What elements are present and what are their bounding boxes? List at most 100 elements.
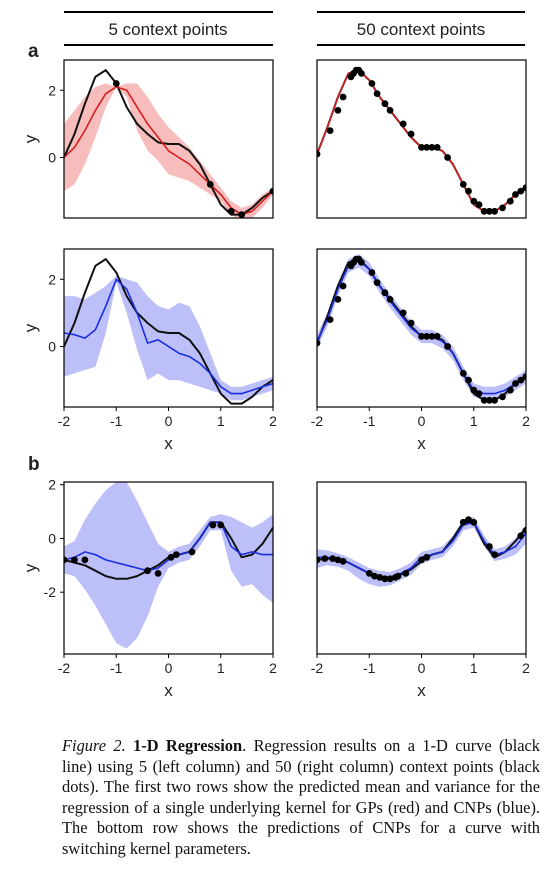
panel-r3c2: -2 -1 0 1 2 x — [311, 481, 530, 700]
context-point — [423, 333, 431, 340]
context-point — [444, 154, 451, 161]
x-tick-label: -2 — [58, 413, 71, 429]
context-point — [428, 333, 436, 340]
context-point — [470, 386, 478, 394]
context-point — [112, 80, 120, 87]
context-point — [64, 556, 68, 564]
panel-plot-area — [317, 516, 526, 587]
context-point — [334, 296, 342, 303]
x-tick-label: -1 — [363, 660, 376, 676]
panel-plot-area — [64, 482, 273, 649]
context-point — [381, 100, 389, 108]
x-axis-label: x — [417, 434, 426, 453]
context-point — [358, 259, 365, 266]
context-point — [517, 532, 525, 540]
context-point — [433, 144, 441, 151]
x-tick-label: 1 — [470, 413, 478, 429]
panel-frame — [316, 59, 527, 219]
context-point — [339, 557, 347, 565]
context-point — [144, 567, 152, 575]
context-point — [512, 380, 519, 387]
target-curve — [317, 69, 526, 213]
uncertainty-band — [64, 482, 273, 649]
y-tick-label: 2 — [48, 82, 56, 98]
panel-plot-area — [64, 258, 273, 405]
context-point — [459, 518, 467, 526]
y-tick-label: 0 — [48, 338, 56, 354]
context-point — [167, 553, 175, 561]
y-axis-label: y — [21, 134, 40, 143]
context-point — [499, 393, 506, 401]
section-label-a: a — [28, 41, 39, 62]
context-point — [418, 556, 425, 564]
context-point — [317, 556, 321, 564]
x-axis-label: x — [164, 434, 173, 453]
panel-plot-area — [317, 254, 526, 404]
context-point — [491, 207, 498, 215]
context-point — [522, 373, 526, 381]
context-point — [465, 516, 472, 523]
context-point — [470, 197, 478, 205]
context-point — [499, 204, 506, 212]
panel-frame — [316, 248, 527, 408]
context-point — [491, 551, 498, 558]
context-point — [334, 107, 342, 114]
context-point — [386, 575, 394, 583]
context-point — [326, 316, 334, 323]
context-point — [154, 570, 162, 577]
predicted-mean-line — [317, 69, 526, 213]
uncertainty-band — [317, 516, 526, 587]
x-tick-label: 0 — [165, 660, 173, 676]
context-point — [399, 120, 407, 128]
context-point — [428, 144, 436, 151]
context-point — [486, 396, 493, 404]
panel-r1c1: 0 2 y — [21, 59, 274, 219]
context-point — [418, 144, 425, 151]
y-tick-label: -2 — [44, 584, 57, 600]
context-point — [522, 527, 526, 534]
column-header-5-context: 5 context points — [108, 20, 227, 39]
context-point — [381, 575, 389, 583]
x-tick-label: 2 — [269, 660, 277, 676]
context-point — [517, 187, 525, 195]
context-point — [358, 70, 365, 77]
context-point — [373, 90, 381, 97]
x-tick-label: -2 — [58, 660, 71, 676]
context-point — [188, 548, 196, 556]
y-axis-label: y — [21, 563, 40, 572]
x-tick-label: 2 — [522, 413, 530, 429]
context-point — [217, 521, 225, 529]
context-point — [418, 333, 425, 340]
context-point — [81, 556, 89, 564]
context-point — [368, 269, 376, 276]
panel-r3c1: -2 0 2 -2 -1 0 1 2 y x — [21, 477, 277, 700]
context-point — [227, 207, 235, 215]
uncertainty-band — [317, 254, 526, 401]
context-point — [480, 207, 488, 215]
x-tick-label: -1 — [110, 413, 123, 429]
context-point — [480, 396, 488, 404]
x-tick-label: 0 — [418, 660, 426, 676]
context-point — [433, 333, 441, 340]
context-point — [386, 107, 394, 114]
context-point — [329, 555, 337, 562]
context-point — [459, 370, 467, 377]
x-tick-label: -2 — [311, 660, 324, 676]
context-point — [506, 197, 514, 205]
panel-r2c1: 0 2 -2 -1 0 1 2 y x — [21, 248, 277, 453]
x-tick-label: -1 — [363, 413, 376, 429]
context-point — [386, 296, 394, 303]
y-tick-label: 0 — [48, 530, 56, 546]
x-tick-label: 1 — [470, 660, 478, 676]
uncertainty-band — [64, 275, 273, 401]
context-point — [339, 93, 347, 101]
y-tick-label: 2 — [48, 477, 56, 493]
context-point — [475, 201, 483, 209]
panel-frame — [63, 59, 274, 219]
context-point — [506, 386, 514, 394]
context-point — [486, 543, 493, 550]
context-point — [172, 551, 180, 558]
x-tick-label: 2 — [269, 413, 277, 429]
context-point — [465, 187, 472, 195]
